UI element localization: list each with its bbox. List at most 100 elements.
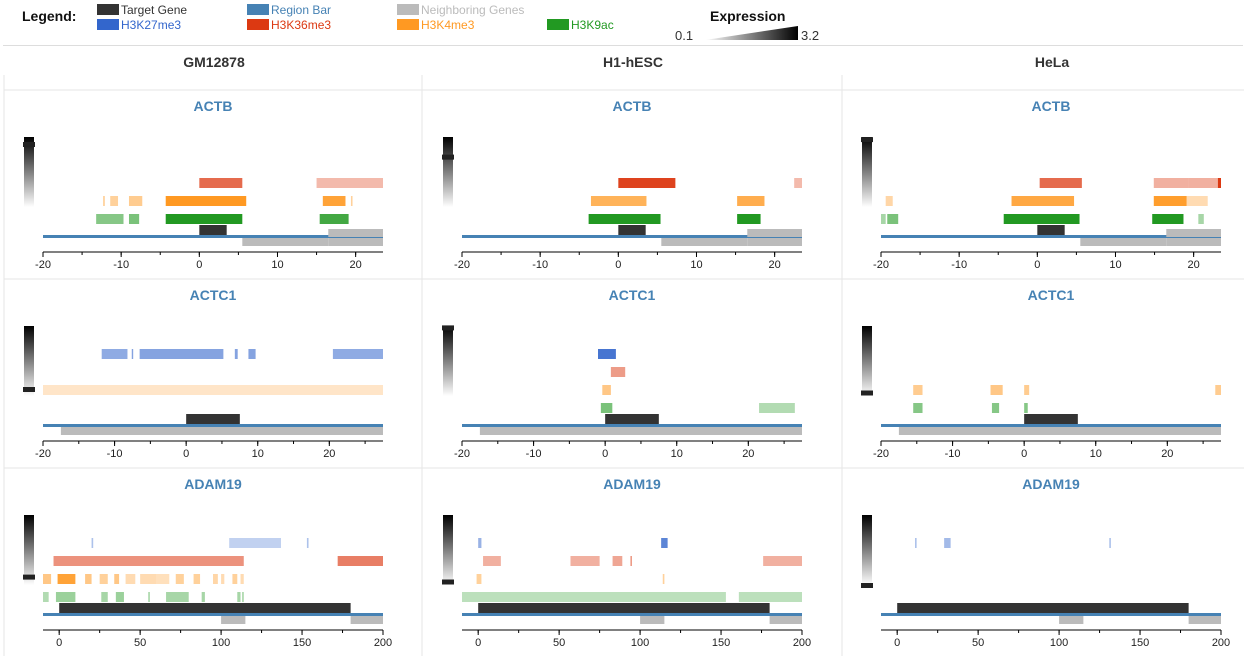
neighbor-gene-bar: [1166, 229, 1221, 237]
track-h3k4me3-segment: [128, 196, 143, 206]
track-h3k27me3-segment: [944, 538, 951, 548]
x-tick-label: 100: [212, 637, 230, 649]
expression-title: Expression: [710, 8, 786, 24]
track-h3k4me3-segment: [913, 385, 923, 395]
x-tick-label: -10: [107, 448, 123, 460]
track-h3k9ac-segment: [43, 592, 49, 602]
track-h3k27me3-segment: [229, 538, 281, 548]
legend-label: Neighboring Genes: [421, 3, 525, 17]
legend-label: H3K9ac: [571, 18, 614, 32]
panel-actb-hela: -20 -10 0 10 20: [861, 137, 1221, 271]
panel-actb-h1-hesc: -20 -10 0 10 20: [442, 137, 802, 271]
column-header-h1-hesc: H1-hESC: [603, 54, 663, 70]
track-h3k27me3-segment: [234, 349, 238, 359]
header-divider: [3, 45, 1243, 46]
region-bar: [43, 424, 383, 427]
track-h3k4me3-segment: [240, 574, 244, 584]
gene-title-actb: ACTB: [1031, 98, 1071, 114]
track-h3k4me3-segment: [602, 385, 611, 395]
x-tick-label: -10: [526, 448, 542, 460]
gene-title-actc1: ACTC1: [189, 287, 237, 303]
track-h3k4me3-segment: [140, 574, 157, 584]
track-h3k9ac-segment: [588, 214, 661, 224]
panel-actb-gm12878: -20 -10 0 10 20: [23, 137, 383, 271]
x-tick-label: 0: [196, 259, 202, 271]
track-h3k4me3-segment: [110, 196, 119, 206]
panel-adam19-hela: 0 50 100 150 200: [861, 515, 1230, 649]
track-h3k36me3-segment: [612, 556, 623, 566]
target-gene-bar: [897, 603, 1189, 615]
track-h3k9ac-segment: [759, 403, 795, 413]
track-h3k4me3-segment: [476, 574, 482, 584]
x-tick-label: 0: [1021, 448, 1027, 460]
track-h3k4me3-segment: [193, 574, 201, 584]
track-h3k9ac-segment: [148, 592, 150, 602]
x-tick-label: -10: [113, 259, 129, 271]
track-h3k9ac-segment: [165, 214, 243, 224]
track-h3k27me3-segment: [91, 538, 94, 548]
region-bar: [881, 235, 1221, 238]
expression-gauge: [862, 137, 872, 207]
track-h3k4me3-segment: [322, 196, 346, 206]
x-tick-label: 20: [742, 448, 754, 460]
track-h3k4me3-segment: [1215, 385, 1221, 395]
x-tick-label: 10: [1109, 259, 1121, 271]
expression-marker: [23, 142, 35, 147]
track-h3k27me3-segment: [915, 538, 917, 548]
expression-marker: [442, 154, 454, 160]
track-h3k4me3-segment: [85, 574, 92, 584]
x-tick-label: 0: [56, 637, 62, 649]
legend-item-h3k27me3: H3K27me3: [97, 19, 181, 31]
expression-marker: [23, 574, 35, 580]
x-tick-label: 50: [134, 637, 146, 649]
track-h3k9ac-segment: [237, 592, 241, 602]
track-h3k27me3-segment: [101, 349, 128, 359]
expression-gauge: [443, 137, 453, 207]
track-h3k4me3-segment: [350, 196, 353, 206]
x-tick-label: -10: [951, 259, 967, 271]
legend-swatch-h3k9ac: [547, 19, 569, 30]
x-tick-label: 150: [293, 637, 311, 649]
neighbor-gene-bar: [769, 616, 802, 624]
expression-gauge: [862, 326, 872, 396]
track-h3k36me3-segment: [618, 178, 676, 188]
track-h3k4me3-segment: [114, 574, 120, 584]
legend-item-target-gene: Target Gene: [97, 4, 187, 16]
x-tick-label: -20: [35, 448, 51, 460]
legend-label: Target Gene: [121, 3, 188, 17]
expression-marker: [442, 579, 454, 585]
expression-marker: [861, 583, 873, 588]
track-h3k4me3-segment: [1153, 196, 1187, 206]
track-h3k9ac-segment: [1003, 214, 1080, 224]
x-tick-label: -20: [35, 259, 51, 271]
neighbor-gene-bar: [1080, 238, 1167, 246]
expression-gauge: [24, 326, 34, 396]
x-tick-label: 0: [475, 637, 481, 649]
legend-item-neighboring-genes: Neighboring Genes: [397, 4, 524, 16]
neighbor-gene-bar: [60, 427, 383, 435]
track-h3k4me3-segment: [125, 574, 136, 584]
region-bar: [43, 235, 383, 238]
region-bar: [462, 613, 802, 616]
target-gene-bar: [618, 225, 646, 237]
legend-swatch-region-bar: [247, 4, 269, 15]
panel-actc1-hela: -20 -10 0 10 20: [861, 326, 1221, 460]
gene-title-actb: ACTB: [612, 98, 652, 114]
x-tick-label: 10: [1090, 448, 1102, 460]
track-h3k4me3-segment: [662, 574, 665, 584]
expression-gauge: [24, 515, 34, 585]
region-bar: [43, 613, 383, 616]
track-h3k9ac-segment: [913, 403, 923, 413]
target-gene-bar: [478, 603, 770, 615]
x-tick-label: 10: [252, 448, 264, 460]
neighbor-gene-bar: [221, 616, 246, 624]
track-h3k4me3-segment: [590, 196, 647, 206]
track-h3k9ac-segment: [201, 592, 205, 602]
neighbor-gene-bar: [898, 427, 1221, 435]
neighbor-gene-bar: [328, 229, 383, 237]
track-h3k4me3-segment: [990, 385, 1003, 395]
target-gene-bar: [1037, 225, 1065, 237]
grid-lines: [3, 75, 1244, 656]
panel-adam19-h1-hesc: 0 50 100 150 200: [442, 515, 811, 649]
